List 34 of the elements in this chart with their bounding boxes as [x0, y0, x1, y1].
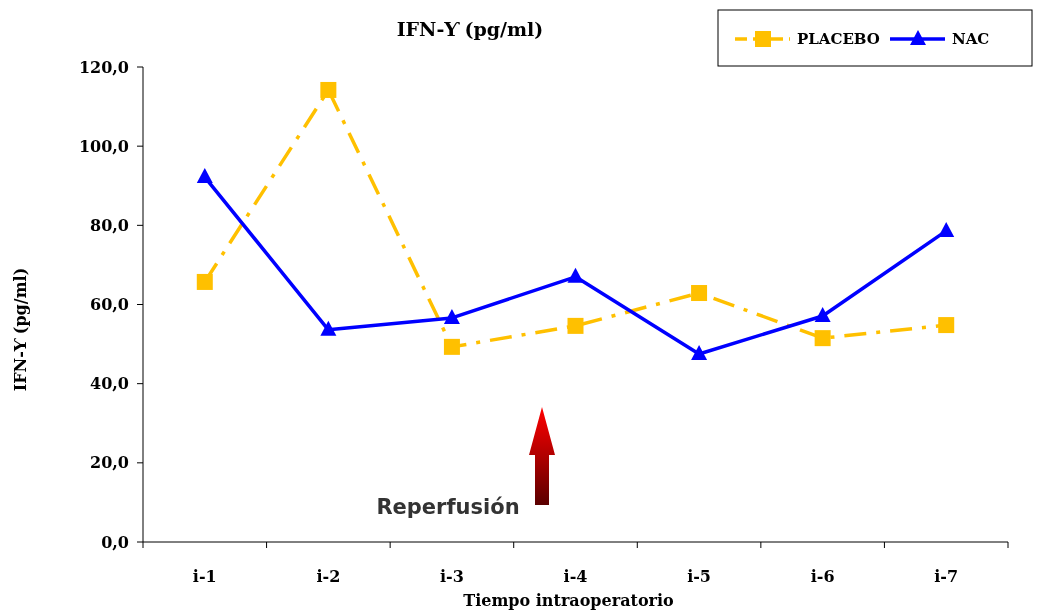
- y-tick-label: 100,0: [78, 136, 129, 156]
- point: [691, 344, 708, 360]
- x-tick-label: i-1: [192, 567, 217, 586]
- point: [938, 317, 955, 334]
- annotation: Reperfusión: [376, 495, 520, 519]
- legend-label: PLACEBO: [797, 30, 880, 49]
- x-tick-label: i-3: [440, 567, 464, 586]
- legend-label: NAC: [952, 30, 990, 49]
- y-tick-label: 20,0: [90, 453, 129, 473]
- point: [196, 273, 213, 290]
- point: [691, 285, 708, 302]
- point: [567, 267, 584, 283]
- x-tick-label: i-4: [563, 567, 588, 586]
- y-tick-label: 80,0: [90, 215, 129, 235]
- y-tick-label: 0,0: [101, 532, 129, 552]
- y-tick-label: 120,0: [78, 57, 129, 77]
- point: [814, 306, 831, 322]
- chart-title: IFN-Ƴ (pg/ml): [396, 18, 544, 40]
- x-tick-label: i-2: [316, 567, 341, 586]
- y-tick-label: 60,0: [90, 295, 129, 315]
- point: [443, 308, 460, 324]
- x-tick-label: i-7: [934, 567, 959, 586]
- y-axis-title: IFN-Ƴ (pg/ml): [11, 267, 30, 392]
- point: [814, 330, 831, 347]
- x-axis-title: Tiempo intraoperatorio: [463, 591, 675, 610]
- point: [320, 320, 337, 336]
- y-tick-label: 40,0: [90, 374, 129, 394]
- point: [443, 338, 460, 355]
- point: [196, 168, 213, 184]
- x-tick-label: i-5: [687, 567, 711, 586]
- point: [320, 81, 337, 98]
- x-tick-label: i-6: [810, 567, 835, 586]
- point: [938, 221, 955, 237]
- point: [567, 317, 584, 334]
